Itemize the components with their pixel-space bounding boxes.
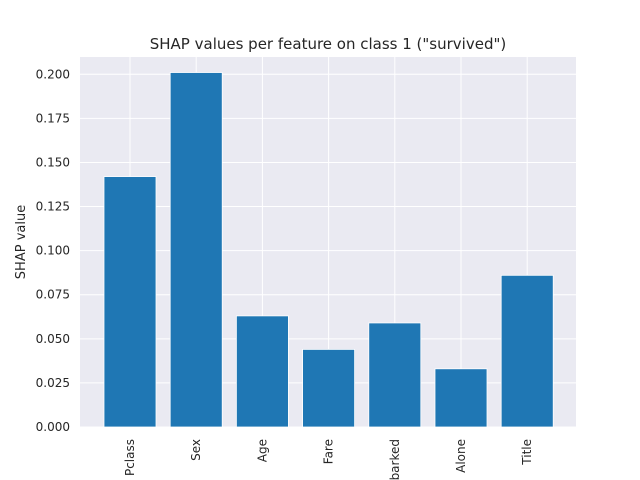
y-tick-label: 0.100 bbox=[36, 244, 70, 258]
x-tick-label: Alone bbox=[454, 439, 468, 473]
y-tick-label: 0.200 bbox=[36, 67, 70, 81]
x-tick-label: Pclass bbox=[123, 439, 137, 476]
y-tick-labels: 0.000 0.025 0.050 0.075 0.100 0.125 0.150 0.175… bbox=[36, 67, 70, 434]
x-tick-label: Embarked bbox=[388, 439, 402, 480]
y-tick-label: 0.025 bbox=[36, 376, 70, 390]
y-tick-label: 0.000 bbox=[36, 420, 70, 434]
x-tick-label: Fare bbox=[322, 439, 336, 464]
bar-pclass bbox=[103, 176, 157, 428]
bar-alone bbox=[434, 368, 488, 428]
x-tick-label: Title bbox=[520, 439, 534, 466]
bar-title bbox=[500, 274, 554, 428]
x-tick-labels: Pclass Sex Age Fare Embarked Alone Title bbox=[123, 439, 534, 480]
bar-sex bbox=[169, 72, 223, 428]
bar-fare bbox=[302, 349, 356, 428]
bars bbox=[103, 72, 554, 428]
bar-embarked bbox=[368, 322, 422, 428]
x-tick-label: Sex bbox=[189, 439, 203, 461]
y-tick-label: 0.125 bbox=[36, 200, 70, 214]
y-axis-label: SHAP value bbox=[14, 205, 29, 279]
y-tick-label: 0.150 bbox=[36, 155, 70, 169]
bar-age bbox=[235, 315, 289, 428]
chart-title: SHAP values per feature on class 1 ("sur… bbox=[150, 35, 506, 53]
x-tick-label: Age bbox=[255, 439, 269, 462]
y-tick-label: 0.075 bbox=[36, 288, 70, 302]
y-tick-label: 0.175 bbox=[36, 111, 70, 125]
y-tick-label: 0.050 bbox=[36, 332, 70, 346]
